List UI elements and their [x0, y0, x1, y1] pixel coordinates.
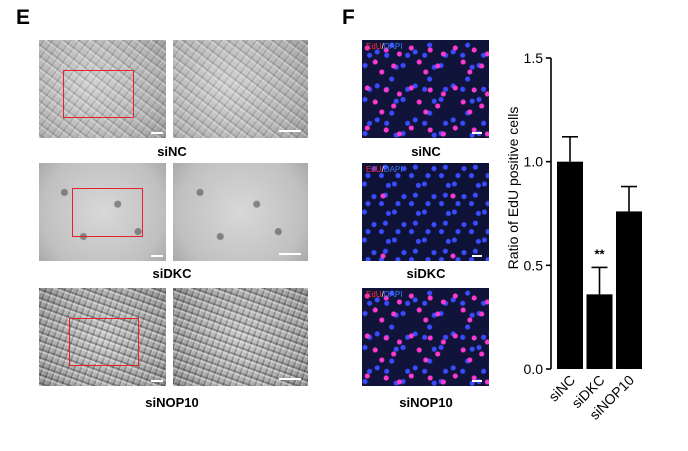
scale-bar: [472, 255, 482, 257]
brightfield-sinc-overview: [39, 40, 166, 138]
scale-bar: [151, 255, 163, 257]
brightfield-sidkc-overview: [39, 163, 166, 261]
stain-label: EdU/DAPI: [366, 42, 403, 51]
y-tick-label: 1.0: [524, 154, 544, 170]
y-axis-title: Ratio of EdU positive cells: [505, 107, 521, 270]
caption-e-sidkc: siDKC: [152, 266, 192, 281]
significance-marker: **: [594, 246, 605, 261]
brightfield-sinc-zoom: [173, 40, 308, 138]
roi-box: [72, 188, 143, 237]
panel-f-letter: F: [342, 6, 355, 29]
scale-bar: [279, 378, 301, 380]
y-tick-label: 0.5: [524, 257, 544, 273]
scale-bar: [279, 130, 301, 132]
stain-label: EdU/DAPI: [366, 290, 403, 299]
brightfield-sinop10-zoom: [173, 288, 308, 386]
scale-bar: [472, 380, 482, 382]
scale-bar: [472, 132, 482, 134]
edu-dapi-sidkc-image: EdU/DAPI: [362, 163, 489, 261]
panel-e-letter: E: [16, 6, 31, 29]
y-tick-label: 1.5: [524, 50, 544, 66]
brightfield-sinop10-overview: [39, 288, 166, 386]
bar-sidkc: [586, 294, 613, 369]
caption-f-sinop10: siNOP10: [399, 395, 453, 410]
scale-bar: [151, 380, 163, 382]
brightfield-sidkc-zoom: [173, 163, 308, 261]
caption-e-sinop10: siNOP10: [145, 395, 199, 410]
edu-dapi-sinop10-image: EdU/DAPI: [362, 288, 489, 386]
roi-box: [63, 70, 134, 118]
y-tick-label: 0.0: [524, 361, 544, 377]
caption-e-sinc: siNC: [157, 144, 187, 159]
bar-sinc: [557, 161, 583, 369]
roi-box: [69, 318, 139, 366]
caption-f-sidkc: siDKC: [406, 266, 446, 281]
bar-sinop10: [616, 211, 642, 369]
edu-dapi-sinc-image: EdU/DAPI: [362, 40, 489, 138]
caption-f-sinc: siNC: [411, 144, 441, 159]
scale-bar: [279, 253, 301, 255]
stain-label: EdU/DAPI: [366, 165, 403, 174]
scale-bar: [151, 132, 163, 134]
